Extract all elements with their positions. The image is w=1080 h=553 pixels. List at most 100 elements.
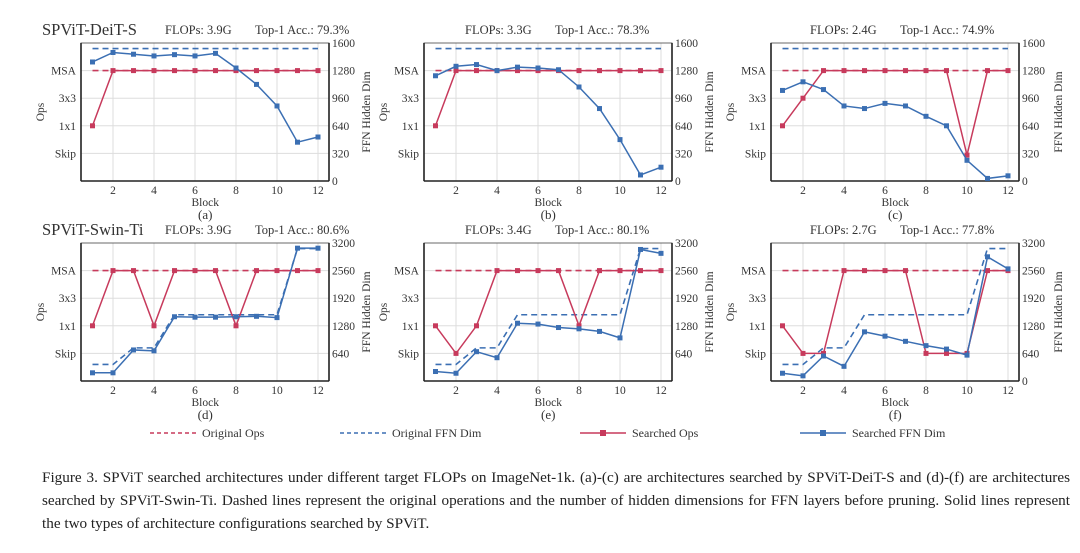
flops-label: FLOPs: 3.3G <box>465 23 532 37</box>
ffn-tick-label: 320 <box>332 148 350 160</box>
searched-ffn-point <box>315 245 321 251</box>
x-tick-label: 12 <box>312 185 324 197</box>
ops-tick-label: 3x3 <box>402 93 420 105</box>
searched-ffn-point <box>213 314 218 320</box>
searched-ffn-line <box>782 81 1009 180</box>
searched-ops-line <box>91 69 318 127</box>
ops-tick-label: 1x1 <box>749 321 767 333</box>
searched-ops-line <box>434 269 661 355</box>
searched-ffn-point <box>841 103 847 109</box>
accuracy-label: Top-1 Acc.: 80.6% <box>255 223 349 237</box>
plot-frame <box>423 42 673 182</box>
x-tick-label: 6 <box>882 385 888 397</box>
ops-tick-label: Skip <box>398 348 419 360</box>
searched-ffn-point <box>110 49 116 55</box>
searched-ffn-point <box>515 320 520 326</box>
x-tick-label: 6 <box>535 185 541 197</box>
y2-axis-label: FFN Hidden Dim <box>1053 271 1065 352</box>
ops-tick-label: 3x3 <box>59 93 77 105</box>
searched-ffn-point <box>638 172 643 178</box>
searched-ffn-point <box>315 134 321 140</box>
original-ffn-line <box>435 247 661 366</box>
legend-label: Original FFN Dim <box>392 426 482 440</box>
panel-label: (e) <box>541 407 555 422</box>
searched-ffn-point <box>295 139 300 145</box>
searched-ops-point <box>882 268 888 274</box>
searched-ffn-point <box>821 87 826 93</box>
searched-ops-point <box>638 268 643 274</box>
searched-ops-point <box>433 323 438 329</box>
ffn-tick-label: 1920 <box>1022 293 1045 305</box>
y-axis-label: Ops <box>378 302 390 321</box>
searched-ops-point <box>90 323 95 329</box>
searched-ops-point <box>841 268 847 274</box>
searched-ops-point <box>617 268 623 274</box>
ffn-tick-label: 0 <box>1022 176 1028 188</box>
x-tick-label: 12 <box>655 185 667 197</box>
y-axis-label: Ops <box>725 102 737 121</box>
searched-ops-point <box>985 68 990 74</box>
searched-ffn-line <box>435 63 662 176</box>
x-tick-label: 2 <box>110 185 116 197</box>
subplot-a: 2 4 6 8 10 12 Skip 1x1 3x3 MSA 0 320 640 960 1280 1600 B… <box>35 20 373 222</box>
searched-ffn-point <box>233 65 239 71</box>
searched-ffn-point <box>295 245 300 251</box>
panel-label: (c) <box>888 207 902 222</box>
searched-ops-point <box>131 68 136 74</box>
flops-label: FLOPs: 3.4G <box>465 223 532 237</box>
ffn-tick-label: 1600 <box>675 38 698 50</box>
model-title: SPViT-DeiT-S <box>42 20 137 39</box>
searched-ffn-point <box>780 370 785 376</box>
ffn-tick-label: 1280 <box>1022 66 1045 78</box>
searched-ffn-point <box>862 106 867 112</box>
searched-ops-point <box>576 323 582 329</box>
searched-ffn-point <box>172 52 177 58</box>
x-tick-label: 8 <box>576 185 582 197</box>
searched-ops-point <box>110 68 116 74</box>
searched-ops-point <box>110 268 116 274</box>
searched-ffn-point <box>192 314 198 320</box>
searched-ffn-point <box>597 106 602 112</box>
searched-ops-point <box>800 95 806 101</box>
flops-label: FLOPs: 2.7G <box>810 223 877 237</box>
searched-ffn-point <box>151 53 157 59</box>
ffn-tick-label: 1280 <box>675 321 698 333</box>
searched-ops-point <box>233 68 239 74</box>
searched-ops-point <box>638 68 643 74</box>
y-axis-label: Ops <box>35 102 47 121</box>
ops-tick-label: MSA <box>741 66 767 78</box>
searched-ffn-point <box>903 338 908 344</box>
ffn-tick-label: 0 <box>332 176 338 188</box>
x-tick-label: 12 <box>312 385 324 397</box>
x-tick-label: 12 <box>655 385 667 397</box>
ops-tick-label: 1x1 <box>59 121 77 133</box>
searched-ffn-point <box>453 63 459 69</box>
x-axis-label: Block <box>192 397 220 409</box>
ffn-tick-label: 640 <box>675 348 693 360</box>
ops-tick-label: MSA <box>51 266 77 278</box>
ffn-tick-label: 640 <box>1022 348 1040 360</box>
searched-ops-point <box>172 268 177 274</box>
searched-ops-line <box>781 269 1008 355</box>
x-axis-label: Block <box>535 197 563 209</box>
searched-ffn-point <box>151 348 157 354</box>
searched-ffn-point <box>821 353 826 359</box>
searched-ops-point <box>213 268 218 274</box>
subplot-d: 2 4 6 8 10 12 Skip 1x1 3x3 MSA 640 1280 1920 2560 3200… <box>35 220 373 422</box>
searched-ops-point <box>295 268 300 274</box>
searched-ffn-point <box>1005 266 1011 272</box>
searched-ops-point <box>233 323 239 329</box>
searched-ops-point <box>315 268 321 274</box>
x-axis-label: Block <box>882 397 910 409</box>
searched-ops-point <box>213 68 218 74</box>
searched-ffn-line <box>782 255 1009 377</box>
searched-ffn-point <box>433 73 438 79</box>
searched-ffn-point <box>453 370 459 376</box>
searched-ops-point <box>985 268 990 274</box>
ffn-tick-label: 1280 <box>332 66 355 78</box>
searched-ffn-point <box>90 370 95 376</box>
ffn-tick-label: 1280 <box>675 66 698 78</box>
legend-item: Searched FFN Dim <box>800 426 946 440</box>
searched-ffn-point <box>658 250 664 256</box>
searched-ops-point <box>862 268 867 274</box>
